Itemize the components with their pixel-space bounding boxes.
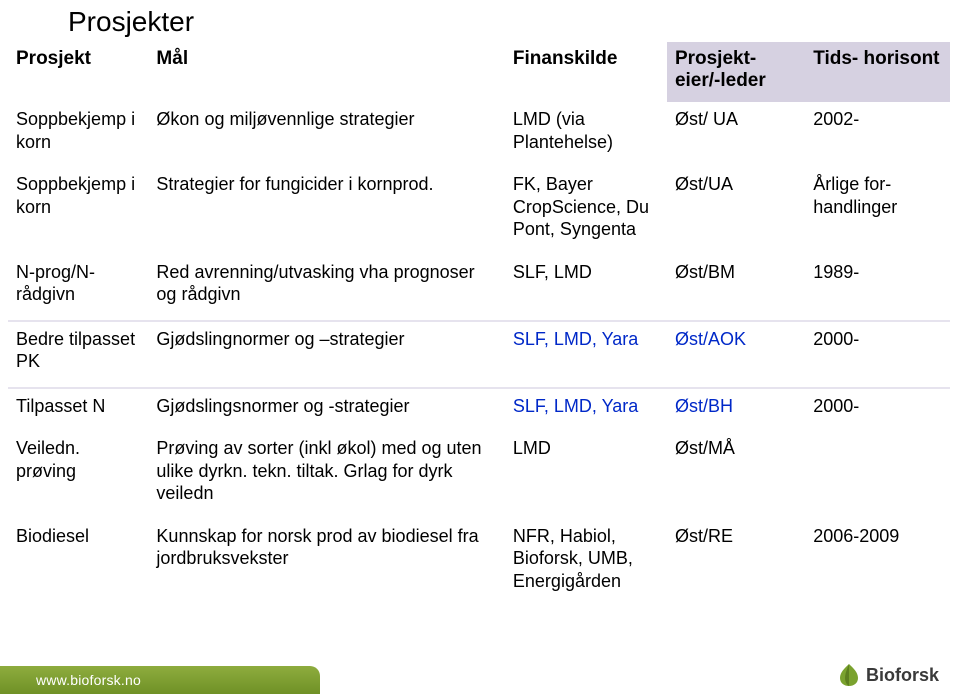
footer-brand: Bioforsk <box>866 665 939 686</box>
cell-c4: Øst/UA <box>667 167 805 255</box>
table-row: Bedre tilpasset PKGjødslingnormer og –st… <box>8 321 950 388</box>
page-title: Prosjekter <box>68 6 194 38</box>
cell-c4: Øst/BM <box>667 255 805 321</box>
table-row: N-prog/N-rådgivnRed avrenning/utvasking … <box>8 255 950 321</box>
cell-c2: Økon og miljøvennlige strategier <box>148 102 504 167</box>
header-prosjekt: Prosjekt <box>8 42 148 102</box>
cell-c2: Prøving av sorter (inkl økol) med og ute… <box>148 431 504 519</box>
cell-c5: Årlige for-handlinger <box>805 167 950 255</box>
cell-c3: SLF, LMD, Yara <box>505 388 667 432</box>
cell-c3: NFR, Habiol, Bioforsk, UMB, Energigården <box>505 519 667 607</box>
footer: www.bioforsk.no Bioforsk <box>0 652 959 694</box>
cell-c2: Red avrenning/utvasking vha prognoser og… <box>148 255 504 321</box>
cell-c1: Tilpasset N <box>8 388 148 432</box>
cell-c5: 2000- <box>805 388 950 432</box>
header-maal: Mål <box>148 42 504 102</box>
cell-c3: SLF, LMD <box>505 255 667 321</box>
header-finanskilde: Finanskilde <box>505 42 667 102</box>
cell-c1: Bedre tilpasset PK <box>8 321 148 388</box>
cell-c2: Gjødslingnormer og –strategier <box>148 321 504 388</box>
cell-c3: LMD <box>505 431 667 519</box>
cell-c5: 1989- <box>805 255 950 321</box>
cell-c4: Øst/ UA <box>667 102 805 167</box>
cell-c5: 2000- <box>805 321 950 388</box>
projects-table: Prosjekt Mål Finanskilde Prosjekt- eier/… <box>8 42 950 606</box>
table-row: Tilpasset NGjødslingsnormer og -strategi… <box>8 388 950 432</box>
leaf-icon <box>836 662 862 688</box>
cell-c5: 2002- <box>805 102 950 167</box>
header-prosjekteier: Prosjekt- eier/-leder <box>667 42 805 102</box>
cell-c3: SLF, LMD, Yara <box>505 321 667 388</box>
cell-c4: Øst/AOK <box>667 321 805 388</box>
cell-c2: Kunnskap for norsk prod av biodiesel fra… <box>148 519 504 607</box>
cell-c4: Øst/BH <box>667 388 805 432</box>
footer-url-bar: www.bioforsk.no <box>0 666 320 694</box>
table-row: Soppbekjemp i kornØkon og miljøvennlige … <box>8 102 950 167</box>
cell-c1: Biodiesel <box>8 519 148 607</box>
cell-c4: Øst/RE <box>667 519 805 607</box>
cell-c1: Veiledn. prøving <box>8 431 148 519</box>
cell-c1: N-prog/N-rådgivn <box>8 255 148 321</box>
cell-c5: 2006-2009 <box>805 519 950 607</box>
footer-url: www.bioforsk.no <box>36 672 141 688</box>
cell-c5 <box>805 431 950 519</box>
footer-logo: Bioforsk <box>836 662 939 688</box>
cell-c2: Gjødslingsnormer og -strategier <box>148 388 504 432</box>
cell-c4: Øst/MÅ <box>667 431 805 519</box>
table-header-row: Prosjekt Mål Finanskilde Prosjekt- eier/… <box>8 42 950 102</box>
cell-c3: FK, Bayer CropScience, Du Pont, Syngenta <box>505 167 667 255</box>
header-tidshorisont: Tids- horisont <box>805 42 950 102</box>
table-row: Veiledn. prøvingPrøving av sorter (inkl … <box>8 431 950 519</box>
cell-c1: Soppbekjemp i korn <box>8 167 148 255</box>
cell-c1: Soppbekjemp i korn <box>8 102 148 167</box>
cell-c2: Strategier for fungicider i kornprod. <box>148 167 504 255</box>
table-row: Soppbekjemp i kornStrategier for fungici… <box>8 167 950 255</box>
cell-c3: LMD (via Plantehelse) <box>505 102 667 167</box>
slide: Prosjekter Prosjekt Mål Finanskilde Pros… <box>0 0 959 694</box>
table-row: BiodieselKunnskap for norsk prod av biod… <box>8 519 950 607</box>
